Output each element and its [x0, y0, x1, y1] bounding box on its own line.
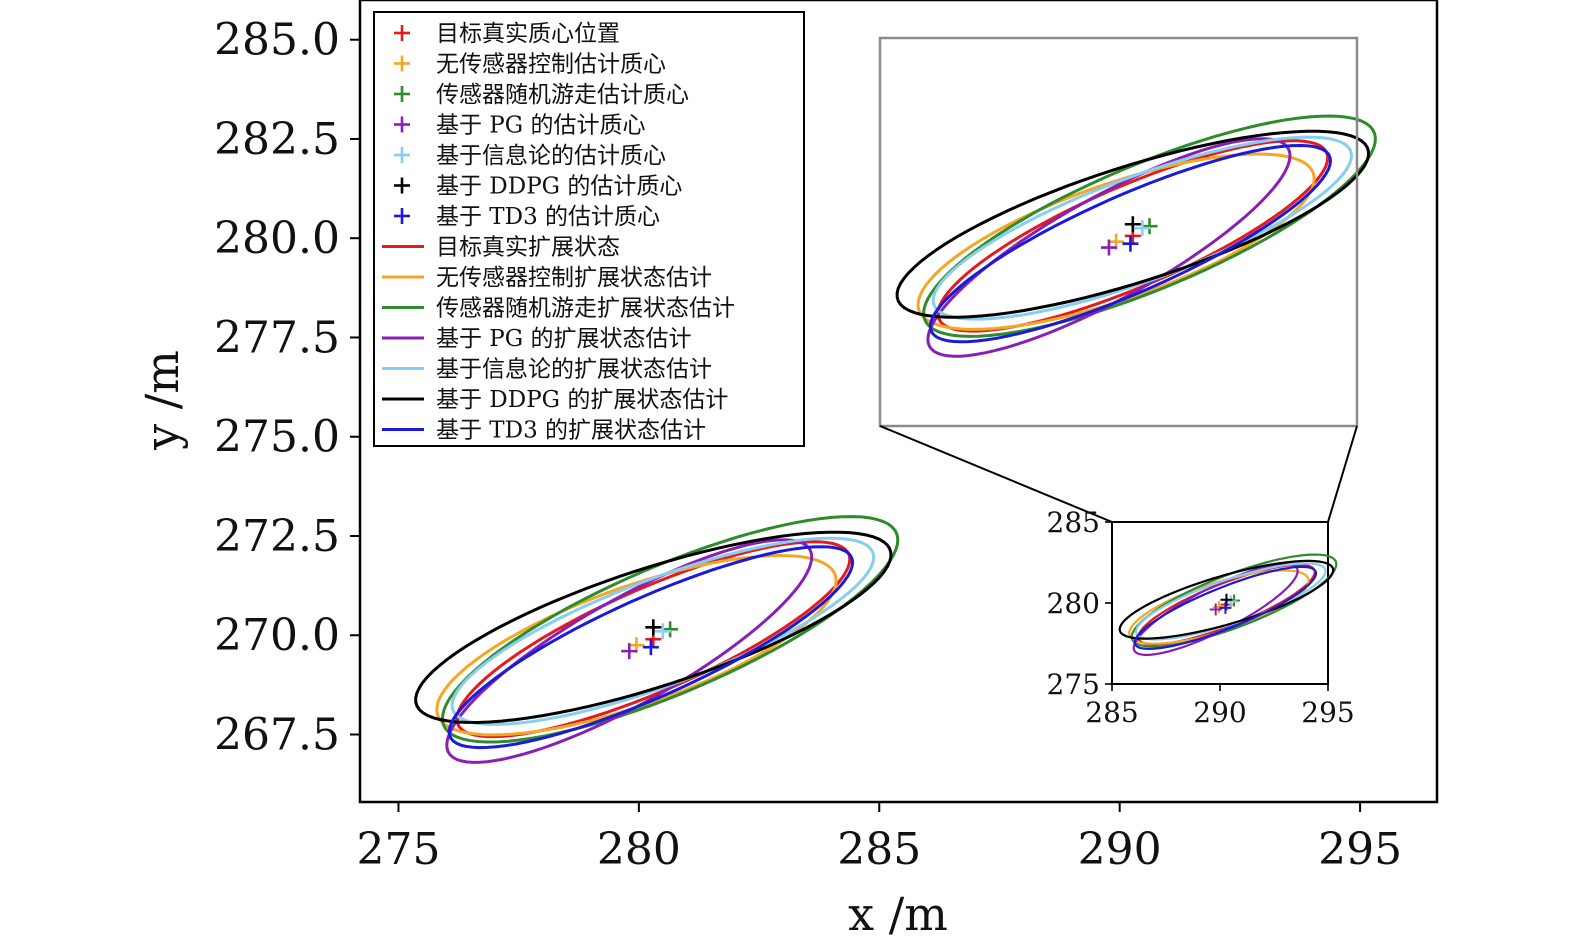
y-tick-label: 272.5 [214, 511, 340, 562]
zoom-ellipse-series-4 [931, 135, 1354, 321]
legend-entry: 基于 DDPG 的估计质心 [394, 174, 682, 200]
centroid-marker-2 [662, 621, 679, 638]
inset-frame [1111, 521, 1329, 685]
main-centroids [621, 216, 1158, 660]
legend-entry: 基于 DDPG 的扩展状态估计 [382, 387, 728, 413]
ellipse-series-5 [414, 530, 893, 725]
x-axis-label: x /m [848, 887, 948, 941]
y-tick-label: 277.5 [214, 312, 340, 363]
legend-entry: 基于信息论的扩展状态估计 [382, 357, 712, 383]
y-tick-label: 275.0 [214, 412, 340, 463]
inset-y-tick-label: 275 [1047, 668, 1100, 701]
zoom-centroid-marker-3 [1100, 239, 1117, 256]
legend-label: 基于 PG 的扩展状态估计 [436, 326, 691, 352]
zoom-connector-left [879, 425, 1113, 523]
x-tick-label: 275 [356, 824, 440, 875]
x-tick-label: 285 [837, 824, 921, 875]
inset-plot: 285 290 295 275 280 285 [1047, 506, 1355, 729]
inset-y-tick-label: 285 [1047, 506, 1100, 539]
legend-entry: 传感器随机游走扩展状态估计 [382, 296, 735, 322]
legend-entry: 基于 PG 的扩展状态估计 [382, 326, 691, 352]
legend-label: 无传感器控制估计质心 [436, 52, 666, 78]
legend-entry: 基于 PG 的估计质心 [394, 113, 645, 139]
x-tick-label: 280 [597, 824, 681, 875]
x-tick-label: 295 [1318, 824, 1402, 875]
main-ticks: 275 280 285 290 295 267.5 270.0 272.5 275.0 277.5… [214, 15, 1402, 875]
legend-label: 基于 DDPG 的扩展状态估计 [436, 387, 728, 413]
legend-label: 传感器随机游走扩展状态估计 [436, 296, 735, 322]
zoom-ellipse-series-5 [895, 129, 1371, 319]
inset-centroids [1209, 593, 1241, 616]
y-tick-label: 280.0 [214, 213, 340, 264]
zoom-centroid-marker-6 [1122, 235, 1139, 252]
legend-label: 基于 TD3 的估计质心 [436, 204, 660, 230]
inset-y-tick-label: 280 [1047, 587, 1100, 620]
inset-x-tick-label: 295 [1301, 696, 1354, 729]
inset-ellipse-series-5 [1118, 559, 1335, 640]
y-tick-label: 285.0 [214, 15, 340, 66]
y-axis-label: y /m [135, 350, 189, 451]
centroid-marker-5 [645, 619, 662, 636]
legend-label: 基于 PG 的估计质心 [436, 113, 645, 139]
legend-label: 基于 TD3 的扩展状态估计 [436, 418, 706, 444]
legend-entry: 无传感器控制扩展状态估计 [382, 265, 712, 291]
main-ellipses [414, 114, 1377, 764]
inset-ticks: 285 290 295 275 280 285 [1047, 506, 1355, 729]
zoom-centroid-marker-4 [1134, 220, 1151, 237]
zoom-ellipse-series-2 [922, 114, 1377, 338]
zoom-connector-right [1327, 425, 1358, 523]
inset-x-tick-label: 285 [1085, 696, 1138, 729]
ellipse-series-6 [447, 545, 855, 750]
zoom-ellipses [895, 114, 1377, 358]
y-tick-label: 270.0 [214, 610, 340, 661]
legend-label: 传感器随机游走估计质心 [436, 82, 689, 108]
legend-entry: 基于 TD3 的扩展状态估计 [382, 418, 706, 444]
zoom-ellipse-series-0 [936, 139, 1330, 333]
legend-label: 基于 DDPG 的估计质心 [436, 174, 682, 200]
zoom-region-box [878, 36, 1359, 428]
legend-label: 目标真实质心位置 [436, 21, 620, 47]
legend-entry: 基于信息论的估计质心 [394, 143, 666, 169]
ellipse-series-4 [450, 536, 876, 726]
legend-label: 基于信息论的估计质心 [436, 143, 666, 169]
zoom-ellipse-series-6 [928, 143, 1333, 344]
legend-entry: 传感器随机游走估计质心 [394, 82, 689, 108]
zoom-centroid-marker-5 [1124, 216, 1141, 233]
inset-ellipse-series-4 [1134, 562, 1327, 641]
legend-label: 目标真实扩展状态 [436, 235, 620, 261]
inset-ellipse-series-6 [1133, 565, 1318, 651]
legend-entry: 目标真实质心位置 [394, 21, 620, 47]
y-tick-label: 267.5 [214, 710, 340, 761]
centroid-marker-6 [642, 639, 659, 656]
centroid-marker-4 [654, 623, 671, 640]
ellipse-series-2 [440, 515, 900, 744]
inset-centroid-marker-6 [1219, 601, 1232, 614]
legend-label: 无传感器控制扩展状态估计 [436, 265, 712, 291]
ellipse-series-3 [445, 538, 814, 764]
legend-entry: 目标真实扩展状态 [382, 235, 620, 261]
inset-ellipses [1118, 553, 1338, 656]
legend-entry: 无传感器控制估计质心 [394, 52, 666, 78]
legend-box [373, 11, 805, 447]
legend-entry: 基于 TD3 的估计质心 [394, 204, 660, 230]
inset-x-tick-label: 290 [1193, 696, 1246, 729]
legend-label: 基于信息论的扩展状态估计 [436, 357, 712, 383]
x-tick-label: 290 [1078, 824, 1162, 875]
inset-centroid-marker-5 [1220, 593, 1233, 606]
zoom-centroids [1100, 216, 1158, 256]
y-tick-label: 282.5 [214, 114, 340, 165]
zoom-ellipse-series-3 [926, 137, 1292, 358]
ellipse-series-0 [455, 540, 852, 739]
inset-centroid-marker-3 [1209, 603, 1222, 616]
zoom-centroid-marker-2 [1141, 218, 1158, 235]
centroid-marker-3 [621, 643, 638, 660]
